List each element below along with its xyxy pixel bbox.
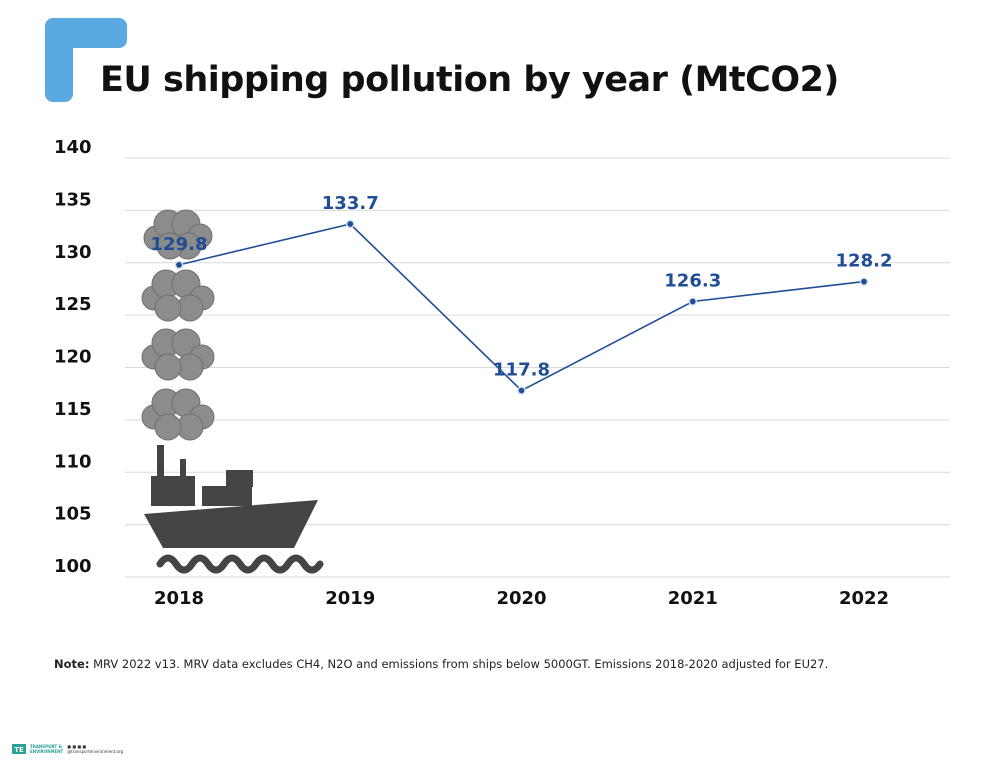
data-label: 133.7 xyxy=(322,193,379,214)
y-tick-label: 100 xyxy=(54,556,92,577)
x-tick-label: 2018 xyxy=(154,588,204,609)
line-chart: 100 105 110 115 120 125 130 135 140 2018 2019 2020… xyxy=(54,137,950,609)
x-tick-label: 2019 xyxy=(325,588,375,609)
ship-icon xyxy=(144,445,318,548)
social-icons: ■ ■ ■ ■ xyxy=(67,744,87,749)
data-label: 117.8 xyxy=(493,360,550,381)
y-tick-label: 105 xyxy=(54,504,92,525)
ship-illustration xyxy=(141,209,324,574)
y-tick-label: 140 xyxy=(54,137,92,158)
waves-icon xyxy=(156,554,324,574)
y-tick-label: 125 xyxy=(54,294,92,315)
data-label: 128.2 xyxy=(836,251,893,272)
footer-handle: @transportenvironment.org xyxy=(67,749,124,754)
y-tick-label: 115 xyxy=(54,399,92,420)
note-text: MRV 2022 v13. MRV data excludes CH4, N2O… xyxy=(89,657,829,671)
data-labels: 129.8 133.7 117.8 126.3 128.2 xyxy=(151,193,893,381)
svg-text:TE: TE xyxy=(14,746,24,754)
data-point xyxy=(174,260,184,270)
y-tick-label: 120 xyxy=(54,347,92,368)
x-tick-label: 2020 xyxy=(496,588,546,609)
y-tick-label: 135 xyxy=(54,189,92,210)
y-tick-label: 110 xyxy=(54,451,92,472)
y-axis-ticks: 100 105 110 115 120 125 130 135 140 xyxy=(54,137,92,577)
x-tick-label: 2022 xyxy=(839,588,889,609)
data-point xyxy=(859,277,869,286)
brand-corner-shape xyxy=(45,18,127,102)
te-logo-icon: TE xyxy=(12,744,26,754)
data-point xyxy=(345,219,355,229)
x-axis-ticks: 2018 2019 2020 2021 2022 xyxy=(154,588,889,609)
footnote: Note: MRV 2022 v13. MRV data excludes CH… xyxy=(54,657,828,671)
footer-brand-line2: ENVIRONMENT xyxy=(30,749,64,754)
page-title: EU shipping pollution by year (MtCO2) xyxy=(100,60,839,100)
data-label: 129.8 xyxy=(151,234,208,255)
footer-logo: TE TRANSPORT & ENVIRONMENT ■ ■ ■ ■ @tran… xyxy=(12,744,123,754)
data-points xyxy=(174,219,869,395)
x-tick-label: 2021 xyxy=(668,588,718,609)
y-tick-label: 130 xyxy=(54,242,92,263)
smoke-cloud-icon xyxy=(141,209,215,441)
data-point xyxy=(688,297,698,306)
footer-brand-text: TRANSPORT & ENVIRONMENT xyxy=(30,744,63,754)
data-point xyxy=(517,386,526,395)
footer-brand-line1: TRANSPORT & xyxy=(30,744,62,749)
brand-corner-mark xyxy=(45,18,127,102)
data-label: 126.3 xyxy=(664,271,721,292)
note-label: Note: xyxy=(54,657,90,671)
footer-social: ■ ■ ■ ■ @transportenvironment.org xyxy=(67,744,123,754)
